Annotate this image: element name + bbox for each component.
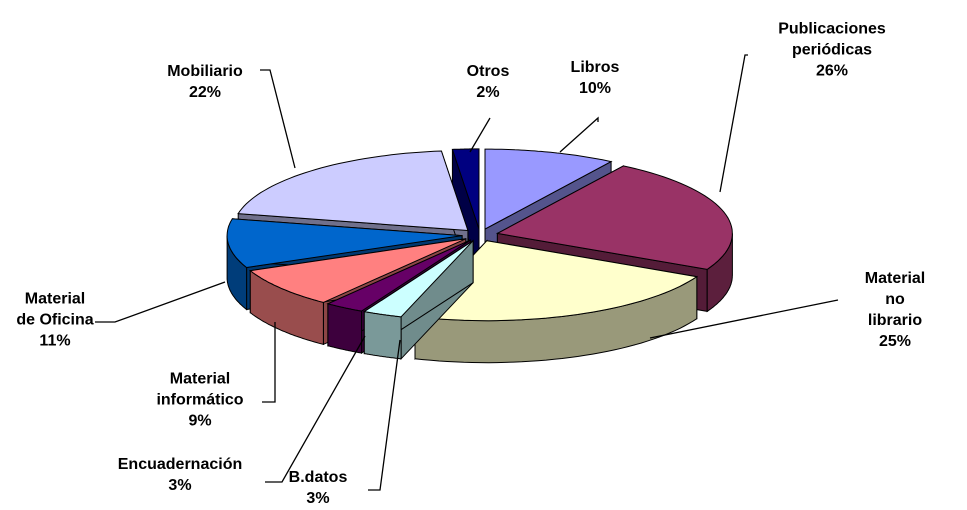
slice-top [413, 240, 699, 322]
slice [362, 239, 474, 361]
slice-top [248, 238, 467, 303]
slice-label: Mobiliario 22% [167, 61, 243, 103]
leader-line [469, 117, 491, 153]
percent-label: 2% [476, 84, 500, 101]
slice-label: Publicaciones periódicas 26% [778, 19, 886, 82]
slice-label: Material informático 9% [156, 369, 243, 432]
leader-line [368, 339, 401, 491]
leader-line [95, 281, 226, 323]
category-name: Material de Oficina [16, 290, 94, 329]
slice-top [237, 150, 469, 232]
slice-label: Material no librario 25% [859, 268, 931, 352]
slice-top [362, 240, 474, 318]
slice-label: Encuadernación 3% [118, 454, 242, 496]
category-name: Encuadernación [117, 456, 243, 473]
leader-line [265, 335, 366, 483]
percent-label: 10% [578, 80, 612, 97]
leader-line [262, 322, 276, 403]
percent-label: 22% [188, 84, 222, 101]
percent-label: 3% [168, 477, 192, 494]
category-name: Libros [570, 59, 620, 76]
slice-top [484, 148, 613, 230]
slice-top [326, 239, 471, 312]
slice [451, 148, 480, 272]
slice-top [226, 218, 463, 269]
percent-label: 11% [39, 332, 71, 350]
percent-label: 9% [188, 412, 212, 430]
percent-label: 25% [878, 333, 912, 350]
percent-label: 26% [815, 62, 849, 80]
leader-line [649, 299, 839, 339]
slice-label: B.datos 3% [289, 467, 348, 509]
slice-wall [363, 311, 402, 360]
category-name: B.datos [288, 469, 348, 486]
slice-label: Libros 10% [571, 57, 620, 99]
slice-label: Material de Oficina 11% [16, 289, 93, 352]
slice-top [495, 165, 733, 270]
category-name: Publicaciones periódicas [778, 20, 886, 59]
category-name: Material no librario [864, 270, 926, 329]
slice-label: Otros 2% [467, 61, 510, 103]
percent-label: 3% [306, 490, 330, 507]
category-name: Otros [466, 63, 510, 80]
slice-top [451, 148, 480, 230]
leader-line [260, 69, 296, 169]
category-name: Material informático [156, 370, 244, 409]
leader-line [559, 116, 599, 153]
leader-line [719, 54, 748, 193]
category-name: Mobiliario [167, 63, 243, 80]
slice-wall [327, 303, 363, 354]
